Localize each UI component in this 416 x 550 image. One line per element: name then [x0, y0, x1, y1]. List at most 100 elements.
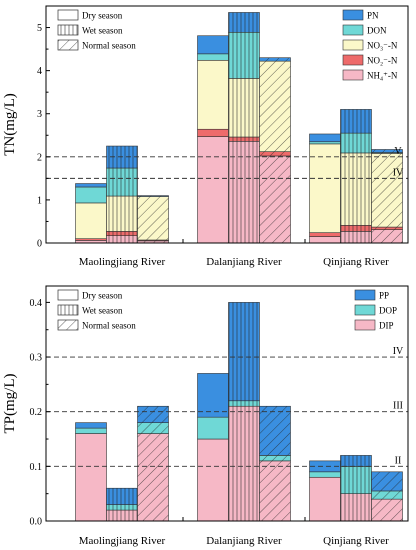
tn-reference-lines: V IV [46, 146, 408, 179]
tn-bar-1-normal-no2-hatch [137, 239, 169, 241]
tp-bar-3-dry-dop [309, 471, 341, 478]
tp-component-legend-swatch-pp [354, 289, 376, 301]
tp-bar-3-dry-dip [309, 476, 341, 522]
tp-y-tick-label: 0.3 [30, 353, 43, 364]
tn-bar-3-dry-no2 [309, 232, 341, 237]
tn-season-legend-hatch-wet [58, 25, 78, 35]
tn-bar-3-normal-don-hatch [371, 152, 403, 154]
tn-bar-1-dry-no3 [75, 202, 107, 239]
tp-reference-label-iii: III [393, 401, 403, 412]
tp-bar-1-wet-dip-hatch [106, 510, 138, 521]
tp-plot-frame [45, 285, 409, 522]
tn-component-legend-swatch-nh4 [342, 69, 364, 81]
tp-y-tick-label: 0.4 [30, 298, 43, 309]
tn-bar-2-wet-no3-hatch [228, 78, 260, 137]
tn-bar-1-wet-no2-hatch [106, 231, 138, 236]
tn-bar-3-normal-no3-hatch [371, 153, 403, 228]
tp-bar-1-normal-pp-hatch [137, 406, 169, 423]
tn-bar-3-wet-don-hatch [340, 133, 372, 153]
tp-component-legend-swatch-dop [354, 304, 376, 316]
tp-bar-3-wet-dip-hatch [340, 493, 372, 521]
tp-bar-1-dry-dop [75, 427, 107, 434]
tp-bar-2-normal-pp-hatch [259, 406, 291, 456]
tn-bar-3-wet-nh4-hatch [340, 231, 372, 243]
tn-component-legend-label-pn: PN [367, 11, 379, 21]
tn-bar-3-dry-don [309, 141, 341, 145]
tn-y-tick-label: 0 [37, 239, 42, 250]
tn-bars [75, 12, 403, 244]
tn-bar-3-dry-pn [309, 133, 341, 143]
tp-bars [75, 302, 403, 522]
tn-bar-3-wet-no3-hatch [340, 152, 372, 226]
tp-y-axis-label: TP(mg/L) [2, 374, 18, 434]
tn-bar-1-dry-don [75, 186, 107, 204]
tn-y-tick-label: 3 [37, 109, 42, 120]
tn-bar-2-dry-nh4 [197, 136, 229, 244]
tn-axes: 0 1 2 3 4 5 Maolingjiang River Dalanjiang River… [2, 5, 409, 268]
tp-bar-2-dry-dop [197, 416, 229, 440]
tp-category-label: Dalanjiang River [206, 535, 282, 547]
tp-axes: 0.0 0.1 0.2 0.3 0.4 Maolingjiang River Dalanji… [2, 285, 409, 547]
tn-bar-1-wet-nh4-hatch [106, 235, 138, 243]
tp-bar-1-wet-dop-hatch [106, 504, 138, 511]
tp-season-legend-label-wet: Wet season [82, 306, 123, 316]
tn-bar-3-dry-no3 [309, 143, 341, 233]
tn-y-tick-label: 2 [37, 152, 42, 163]
tp-season-legend-label-normal: Normal season [82, 321, 136, 331]
tp-component-legend: PP DOP DIP [354, 289, 397, 331]
tp-bar-1-wet-pp-hatch [106, 488, 138, 505]
tn-bar-3-dry-nh4 [309, 236, 341, 244]
tn-chart-panel: V IV 0 1 2 3 4 5 Maolingjiang River Dalanjiang R… [2, 5, 409, 268]
tp-season-legend-hatch-wet [58, 305, 78, 315]
tn-bar-2-dry-no2 [197, 128, 229, 137]
tn-y-axis-label: TN(mg/L) [2, 93, 18, 155]
tp-y-tick-label: 0.0 [30, 517, 43, 528]
tn-bar-2-dry-pn [197, 35, 229, 55]
tp-component-legend-swatch-dip [354, 319, 376, 331]
tp-bar-1-dry-dip [75, 433, 107, 522]
tn-component-legend-swatch-pn [342, 9, 364, 21]
tn-bar-1-dry-pn [75, 183, 107, 188]
tn-component-legend-label-no3: NO₃⁻-N [367, 41, 398, 51]
tp-component-legend-label-dip: DIP [379, 321, 394, 331]
tp-season-legend-label-dry: Dry season [82, 291, 123, 301]
tn-season-legend-label-normal: Normal season [82, 41, 136, 51]
tn-category-label: Maolingjiang River [79, 256, 166, 268]
tn-bar-1-normal-no3-hatch [137, 196, 169, 240]
tp-bar-3-normal-dip-hatch [371, 499, 403, 521]
tn-season-legend-swatch-dry [57, 9, 79, 21]
tn-category-label: Qinjiang River [323, 256, 389, 268]
tp-component-legend-label-pp: PP [379, 291, 389, 301]
tn-component-legend-swatch-don [342, 24, 364, 36]
tp-bar-3-normal-pp-hatch [371, 471, 403, 491]
tp-component-legend-label-dop: DOP [379, 306, 397, 316]
tp-y-tick-label: 0.2 [30, 407, 43, 418]
tp-y-tick-label: 0.1 [30, 462, 43, 473]
tp-category-label: Maolingjiang River [79, 535, 166, 547]
tp-reference-label-ii: II [395, 455, 402, 466]
tp-season-legend-hatch-normal [58, 320, 78, 330]
tn-bar-1-wet-don-hatch [106, 168, 138, 197]
tp-reference-label-iv: IV [393, 346, 404, 357]
tn-bar-3-wet-no2-hatch [340, 225, 372, 232]
tp-bar-2-normal-dip-hatch [259, 460, 291, 521]
tn-reference-label-iv: IV [393, 167, 404, 178]
tp-bar-3-normal-dop-hatch [371, 490, 403, 500]
tn-bar-2-wet-pn-hatch [228, 12, 260, 33]
tn-bar-1-normal-nh4-hatch [137, 240, 169, 243]
tn-y-tick-label: 1 [37, 195, 42, 206]
tn-component-legend-swatch-no2 [342, 54, 364, 66]
tp-bar-3-wet-pp-hatch [340, 455, 372, 467]
tp-bar-3-wet-dop-hatch [340, 466, 372, 494]
tn-category-label: Dalanjiang River [206, 256, 282, 268]
tn-bar-2-dry-don [197, 53, 229, 61]
tn-component-legend-label-nh4: NH₄⁺-N [367, 71, 398, 81]
tn-bar-1-normal-pn-hatch [137, 195, 169, 197]
tn-bar-2-normal-nh4-hatch [259, 155, 291, 243]
tp-bar-2-wet-pp-hatch [228, 302, 260, 401]
tp-bar-1-normal-dop-hatch [137, 422, 169, 434]
tn-bar-3-normal-nh4-hatch [371, 229, 403, 243]
